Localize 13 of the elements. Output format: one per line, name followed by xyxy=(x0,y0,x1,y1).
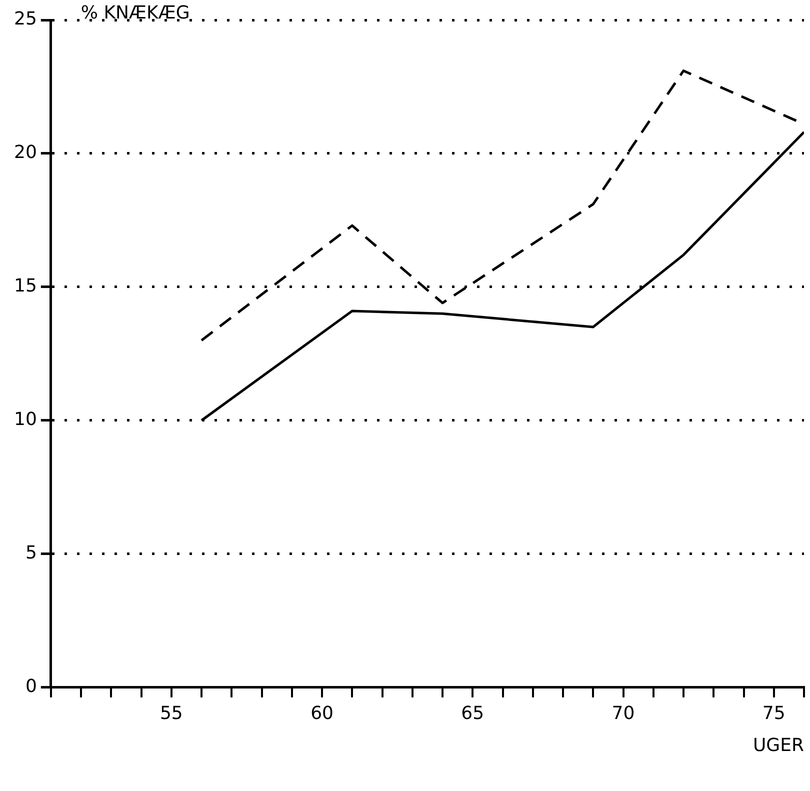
y-tick-label: 0 xyxy=(25,676,37,698)
y-axis-title: % KNÆKÆG xyxy=(80,2,190,24)
x-axis-title: UGER xyxy=(752,735,804,756)
x-tick-label: 70 xyxy=(612,702,635,724)
x-tick-label: 65 xyxy=(461,702,484,724)
y-tick-label: 10 xyxy=(14,409,37,430)
x-tick-label: 75 xyxy=(762,702,786,724)
y-tick-label: 25 xyxy=(14,8,37,30)
y-tick-label: 20 xyxy=(14,142,37,164)
y-tick-label: 15 xyxy=(14,276,37,297)
x-tick-label: 55 xyxy=(160,702,183,724)
y-tick-label: 5 xyxy=(25,542,37,564)
x-tick-label: 60 xyxy=(310,702,334,724)
